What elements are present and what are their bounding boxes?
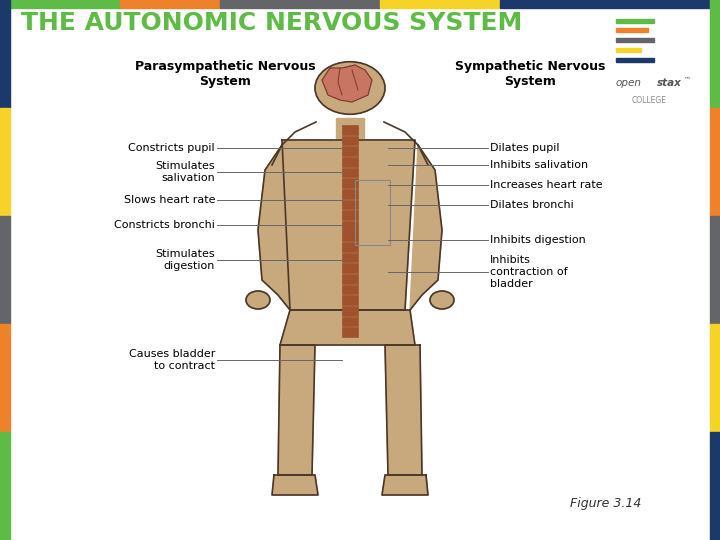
Text: Constricts pupil: Constricts pupil [128, 143, 215, 153]
Circle shape [246, 291, 270, 309]
Bar [380, 0, 500, 8]
Bar [342, 136, 358, 145]
Polygon shape [258, 145, 290, 310]
Bar [0, 108, 10, 216]
Bar [342, 232, 358, 241]
Text: COLLEGE: COLLEGE [631, 96, 667, 105]
Bar [0, 216, 10, 324]
Bar [220, 0, 380, 8]
Text: Increases heart rate: Increases heart rate [490, 180, 603, 190]
Bar [342, 221, 358, 231]
Bar [616, 29, 647, 32]
Text: open: open [616, 78, 642, 89]
Circle shape [430, 291, 454, 309]
Bar [342, 264, 358, 273]
Bar [342, 253, 358, 262]
Text: Sympathetic Nervous
System: Sympathetic Nervous System [455, 60, 606, 88]
Bar [342, 306, 358, 316]
Bar [342, 200, 358, 209]
Text: Dilates bronchi: Dilates bronchi [490, 200, 574, 210]
Polygon shape [272, 475, 318, 495]
Text: Parasympathetic Nervous
System: Parasympathetic Nervous System [135, 60, 315, 88]
Bar [616, 58, 654, 62]
Text: Inhibits digestion: Inhibits digestion [490, 235, 586, 245]
Bar [342, 167, 358, 177]
Text: Dilates pupil: Dilates pupil [490, 143, 559, 153]
Bar [0, 432, 10, 540]
Bar [342, 157, 358, 167]
Text: Figure 3.14: Figure 3.14 [570, 497, 642, 510]
Text: Stimulates
digestion: Stimulates digestion [156, 249, 215, 271]
Polygon shape [385, 345, 422, 475]
Bar [0, 0, 10, 108]
Polygon shape [410, 145, 442, 310]
Bar [342, 295, 358, 305]
Text: Causes bladder
to contract: Causes bladder to contract [129, 349, 215, 371]
Bar [342, 316, 358, 326]
Bar [342, 178, 358, 188]
Bar [342, 274, 358, 284]
Text: Stimulates
salivation: Stimulates salivation [156, 161, 215, 183]
Bar [616, 19, 654, 23]
Bar [710, 324, 720, 432]
Text: Inhibits salivation: Inhibits salivation [490, 160, 588, 170]
Bar [0, 0, 120, 8]
Polygon shape [282, 140, 415, 310]
Bar [342, 210, 358, 220]
Bar [710, 216, 720, 324]
Text: Inhibits
contraction of
bladder: Inhibits contraction of bladder [490, 255, 567, 288]
Bar [710, 432, 720, 540]
Bar [342, 146, 358, 156]
Bar [355, 180, 390, 245]
Polygon shape [280, 310, 415, 345]
Polygon shape [278, 345, 315, 475]
Bar [342, 242, 358, 252]
Text: ™: ™ [684, 76, 691, 82]
Bar [710, 0, 720, 108]
Polygon shape [322, 65, 372, 102]
Text: Constricts bronchi: Constricts bronchi [114, 220, 215, 230]
Circle shape [315, 62, 385, 114]
Text: THE AUTONOMIC NERVOUS SYSTEM: THE AUTONOMIC NERVOUS SYSTEM [21, 11, 522, 35]
Text: stax: stax [657, 78, 682, 89]
Bar [342, 327, 358, 337]
Polygon shape [382, 475, 428, 495]
Bar [342, 189, 358, 199]
Bar [710, 108, 720, 216]
Polygon shape [336, 118, 364, 138]
Bar [120, 0, 220, 8]
Bar [342, 125, 358, 134]
Text: Slows heart rate: Slows heart rate [124, 195, 215, 205]
Bar [616, 38, 654, 42]
Bar [616, 48, 641, 52]
Bar [500, 0, 720, 8]
Bar [0, 324, 10, 432]
Bar [342, 285, 358, 294]
